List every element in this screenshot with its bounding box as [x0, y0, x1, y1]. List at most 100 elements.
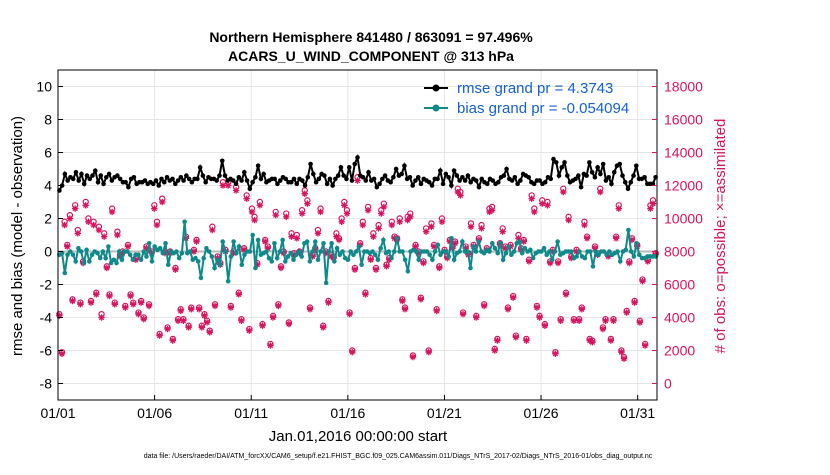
bias-point	[146, 240, 152, 246]
obs-assimilated-marker	[557, 317, 564, 324]
rmse-point	[642, 174, 647, 180]
bias-point	[198, 275, 204, 281]
asterisk-stroke	[600, 326, 606, 332]
bias-point	[473, 249, 479, 254]
obs-assimilated-marker	[285, 320, 293, 328]
rmse-point	[415, 174, 421, 180]
bias-point	[381, 237, 386, 243]
asterisk-stroke	[101, 233, 107, 240]
obs-assimilated-marker	[174, 317, 182, 324]
asterisk-stroke	[460, 311, 466, 317]
obs-assimilated-marker	[232, 187, 240, 194]
asterisk-stroke	[436, 265, 443, 271]
bias-point	[348, 249, 353, 254]
x-tick-label: 01/26	[524, 405, 559, 421]
obs-assimilated-marker	[459, 311, 467, 318]
bias-point	[73, 259, 78, 264]
obs-assimilated-marker	[90, 221, 97, 229]
rmse-point	[457, 178, 462, 183]
y-axis-label-right: # of obs: o=possible; ×=assimilated	[712, 119, 729, 354]
obs-assimilated-marker	[620, 355, 628, 362]
y-tick-label-right: 10000	[664, 211, 703, 227]
asterisk-stroke	[613, 235, 619, 241]
rmse-point	[407, 174, 413, 180]
asterisk-stroke	[207, 329, 213, 336]
obs-assimilated-marker	[639, 278, 646, 285]
asterisk-stroke	[349, 349, 355, 355]
y-tick-label-right: 4000	[664, 310, 695, 326]
y-tick-label-right: 8000	[664, 244, 695, 260]
rmse-point	[258, 176, 264, 182]
y-tick-label-right: 16000	[664, 112, 703, 128]
bias-point	[231, 239, 236, 244]
rmse-point	[553, 160, 559, 165]
obs-assimilated-marker	[541, 322, 549, 329]
bias-point	[136, 252, 141, 258]
rmse-point	[330, 183, 335, 188]
bias-point	[293, 252, 299, 258]
obs-assimilated-marker	[172, 266, 179, 273]
obs-assimilated-marker	[69, 297, 76, 305]
obs-assimilated-marker	[251, 216, 258, 224]
bias-point	[176, 255, 182, 261]
rmse-point	[104, 174, 109, 180]
rmse-point	[479, 176, 485, 182]
bias-point	[144, 254, 149, 259]
bias-point	[470, 244, 476, 249]
asterisk-stroke	[505, 306, 511, 312]
obs-assimilated-marker	[159, 198, 166, 206]
asterisk-stroke	[243, 196, 250, 202]
rmse-point	[95, 179, 101, 185]
obs-assimilated-marker	[581, 221, 588, 229]
rmse-point	[299, 178, 305, 183]
rmse-point	[90, 173, 95, 178]
obs-assimilated-marker	[641, 342, 649, 349]
asterisk-stroke	[352, 266, 358, 273]
asterisk-stroke	[302, 191, 308, 197]
asterisk-stroke	[320, 324, 326, 331]
asterisk-stroke	[621, 356, 627, 362]
bias-point	[116, 249, 122, 254]
asterisk-stroke	[294, 235, 300, 241]
rmse-point	[115, 173, 120, 178]
obs-assimilated-marker	[248, 208, 256, 216]
rmse-point	[247, 186, 253, 192]
y-tick-label-left: -2	[40, 277, 53, 293]
bias-point	[318, 249, 324, 254]
obs-assimilated-marker	[301, 190, 308, 197]
y-tick-label-right: 18000	[664, 79, 703, 95]
asterisk-stroke	[365, 207, 371, 213]
asterisk-stroke	[418, 296, 424, 303]
obs-assimilated-marker	[151, 205, 158, 212]
rmse-point	[79, 171, 84, 177]
rmse-point	[230, 178, 236, 183]
obs-assimilated-marker	[283, 213, 290, 221]
asterisk-stroke	[196, 306, 202, 312]
rmse-point	[214, 178, 220, 183]
obs-assimilated-marker	[428, 223, 435, 230]
bias-point	[141, 249, 147, 254]
bias-point	[214, 257, 220, 263]
rmse-point	[578, 184, 584, 190]
obs-assimilated-marker	[412, 243, 419, 250]
asterisk-stroke	[72, 205, 78, 212]
asterisk-stroke	[262, 238, 268, 245]
legend-rmse-marker	[432, 84, 440, 92]
rmse-point	[195, 176, 200, 182]
asterisk-stroke	[336, 237, 342, 243]
rmse-point	[451, 168, 457, 173]
asterisk-stroke	[225, 182, 231, 189]
asterisk-stroke	[299, 210, 305, 217]
obs-assimilated-marker	[364, 207, 372, 214]
rmse-point	[161, 179, 167, 185]
rmse-point	[363, 178, 369, 183]
asterisk-stroke	[154, 222, 160, 228]
obs-assimilated-marker	[325, 299, 332, 306]
obs-assimilated-marker	[82, 202, 89, 209]
asterisk-stroke	[378, 210, 384, 217]
rmse-point	[255, 163, 261, 168]
obs-assimilated-marker	[420, 259, 427, 267]
obs-assimilated-marker	[58, 350, 66, 357]
rmse-point	[175, 178, 181, 183]
asterisk-stroke	[77, 301, 84, 307]
